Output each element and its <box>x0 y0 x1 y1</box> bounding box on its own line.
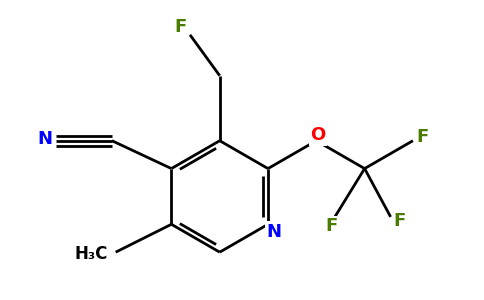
Text: H₃C: H₃C <box>75 245 108 263</box>
Text: O: O <box>311 126 326 144</box>
Text: F: F <box>325 217 337 235</box>
Text: N: N <box>38 130 53 148</box>
Text: N: N <box>266 223 281 241</box>
Text: F: F <box>175 18 187 36</box>
Text: F: F <box>394 212 406 230</box>
Text: F: F <box>416 128 428 146</box>
